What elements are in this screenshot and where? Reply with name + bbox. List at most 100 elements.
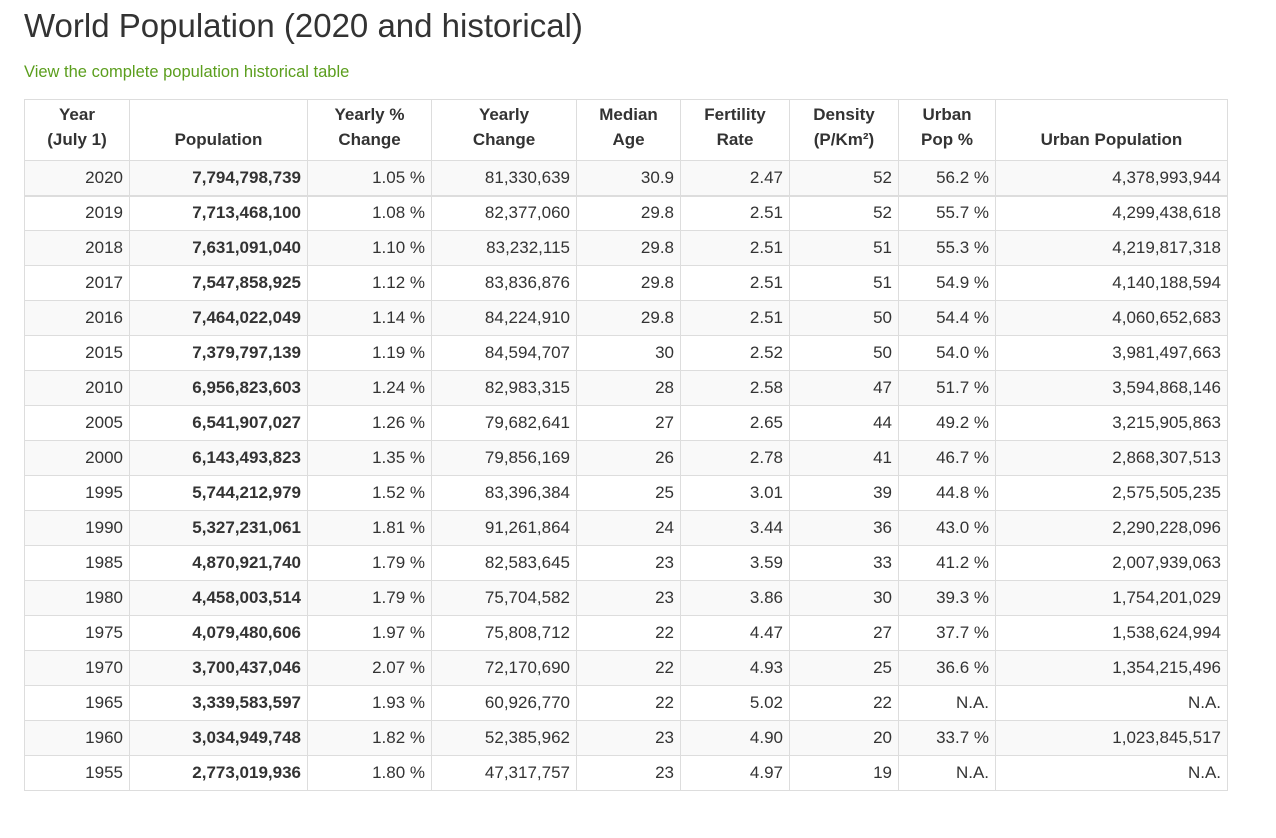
cell-population: 5,744,212,979: [129, 475, 308, 511]
table-row: 2010 6,956,823,603 1.24 % 82,983,315 28 2.58 4…: [24, 370, 1228, 406]
cell-population: 3,700,437,046: [129, 650, 308, 686]
column-header-year[interactable]: Year (July 1): [24, 99, 130, 161]
cell-yearly-pct-change: 1.97 %: [307, 615, 432, 651]
cell-population: 7,713,468,100: [129, 195, 308, 231]
cell-yearly-change: 83,232,115: [431, 230, 577, 266]
column-header-line2: Rate: [716, 130, 754, 149]
cell-urban-pop-pct: 54.9 %: [898, 265, 996, 301]
column-header-line1: Yearly %: [334, 105, 405, 124]
column-header-population[interactable]: Population: [129, 99, 308, 161]
cell-yearly-pct-change: 1.81 %: [307, 510, 432, 546]
column-header-line1: Year: [59, 105, 95, 124]
cell-population: 7,794,798,739: [129, 160, 308, 197]
cell-urban-population: N.A.: [995, 755, 1228, 791]
cell-density: 50: [789, 335, 899, 371]
cell-yearly-change: 82,377,060: [431, 195, 577, 231]
column-header-density[interactable]: Density (P/Km²): [789, 99, 899, 161]
cell-population: 6,143,493,823: [129, 440, 308, 476]
column-header-fertility-rate[interactable]: Fertility Rate: [680, 99, 790, 161]
cell-yearly-change: 79,856,169: [431, 440, 577, 476]
cell-year: 2017: [24, 265, 130, 301]
cell-population: 4,458,003,514: [129, 580, 308, 616]
cell-yearly-change: 72,170,690: [431, 650, 577, 686]
cell-year: 1975: [24, 615, 130, 651]
cell-year: 1960: [24, 720, 130, 756]
cell-urban-pop-pct: 54.4 %: [898, 300, 996, 336]
table-body: 2020 7,794,798,739 1.05 % 81,330,639 30.9 2.4…: [24, 160, 1228, 791]
cell-population: 4,079,480,606: [129, 615, 308, 651]
cell-yearly-pct-change: 1.24 %: [307, 370, 432, 406]
table-row: 1965 3,339,583,597 1.93 % 60,926,770 22 5.02 2…: [24, 685, 1228, 721]
cell-yearly-pct-change: 1.52 %: [307, 475, 432, 511]
cell-yearly-pct-change: 1.80 %: [307, 755, 432, 791]
column-header-line2: Population: [174, 130, 263, 149]
cell-yearly-change: 91,261,864: [431, 510, 577, 546]
cell-population: 7,631,091,040: [129, 230, 308, 266]
cell-population: 6,541,907,027: [129, 405, 308, 441]
cell-yearly-pct-change: 1.79 %: [307, 545, 432, 581]
cell-yearly-change: 79,682,641: [431, 405, 577, 441]
cell-density: 51: [789, 265, 899, 301]
cell-year: 2010: [24, 370, 130, 406]
table-row: 2000 6,143,493,823 1.35 % 79,856,169 26 2.78 4…: [24, 440, 1228, 476]
cell-fertility-rate: 3.44: [680, 510, 790, 546]
table-row: 2017 7,547,858,925 1.12 % 83,836,876 29.8 2.5…: [24, 265, 1228, 301]
cell-density: 47: [789, 370, 899, 406]
cell-urban-pop-pct: 55.7 %: [898, 195, 996, 231]
cell-fertility-rate: 4.97: [680, 755, 790, 791]
cell-urban-population: 1,754,201,029: [995, 580, 1228, 616]
cell-year: 2016: [24, 300, 130, 336]
table-header-row: Year (July 1) Population Yearly % Change Year…: [24, 99, 1228, 161]
cell-urban-population: 2,007,939,063: [995, 545, 1228, 581]
cell-yearly-change: 83,396,384: [431, 475, 577, 511]
cell-urban-pop-pct: N.A.: [898, 685, 996, 721]
cell-urban-pop-pct: 41.2 %: [898, 545, 996, 581]
cell-yearly-change: 47,317,757: [431, 755, 577, 791]
cell-yearly-pct-change: 2.07 %: [307, 650, 432, 686]
cell-yearly-change: 75,704,582: [431, 580, 577, 616]
historical-table-link[interactable]: View the complete population historical …: [24, 63, 350, 81]
cell-fertility-rate: 2.52: [680, 335, 790, 371]
table-row: 1960 3,034,949,748 1.82 % 52,385,962 23 4.90 2…: [24, 720, 1228, 756]
cell-median-age: 29.8: [576, 195, 681, 231]
cell-urban-pop-pct: 44.8 %: [898, 475, 996, 511]
column-header-urban-pop-pct[interactable]: Urban Pop %: [898, 99, 996, 161]
cell-median-age: 29.8: [576, 300, 681, 336]
cell-fertility-rate: 2.65: [680, 405, 790, 441]
cell-yearly-pct-change: 1.26 %: [307, 405, 432, 441]
cell-yearly-change: 82,983,315: [431, 370, 577, 406]
cell-median-age: 29.8: [576, 230, 681, 266]
cell-population: 2,773,019,936: [129, 755, 308, 791]
cell-density: 51: [789, 230, 899, 266]
cell-yearly-pct-change: 1.19 %: [307, 335, 432, 371]
column-header-yearly-change[interactable]: Yearly Change: [431, 99, 577, 161]
cell-yearly-change: 60,926,770: [431, 685, 577, 721]
table-row: 2005 6,541,907,027 1.26 % 79,682,641 27 2.65 4…: [24, 405, 1228, 441]
table-row: 1995 5,744,212,979 1.52 % 83,396,384 25 3.01 3…: [24, 475, 1228, 511]
column-header-line2: Age: [612, 130, 645, 149]
cell-population: 5,327,231,061: [129, 510, 308, 546]
column-header-median-age[interactable]: Median Age: [576, 99, 681, 161]
cell-urban-population: 1,023,845,517: [995, 720, 1228, 756]
column-header-yearly-pct-change[interactable]: Yearly % Change: [307, 99, 432, 161]
cell-density: 52: [789, 195, 899, 231]
cell-urban-pop-pct: N.A.: [898, 755, 996, 791]
table-row: 1990 5,327,231,061 1.81 % 91,261,864 24 3.44 3…: [24, 510, 1228, 546]
column-header-line2: Urban Population: [1040, 130, 1183, 149]
cell-density: 30: [789, 580, 899, 616]
cell-yearly-pct-change: 1.82 %: [307, 720, 432, 756]
table-row: 1985 4,870,921,740 1.79 % 82,583,645 23 3.59 3…: [24, 545, 1228, 581]
cell-yearly-change: 84,224,910: [431, 300, 577, 336]
column-header-line2: Pop %: [921, 130, 973, 149]
cell-year: 2018: [24, 230, 130, 266]
table-row: 1970 3,700,437,046 2.07 % 72,170,690 22 4.93 2…: [24, 650, 1228, 686]
column-header-urban-population[interactable]: Urban Population: [995, 99, 1228, 161]
cell-fertility-rate: 4.47: [680, 615, 790, 651]
cell-urban-population: 3,981,497,663: [995, 335, 1228, 371]
cell-population: 3,339,583,597: [129, 685, 308, 721]
cell-yearly-change: 84,594,707: [431, 335, 577, 371]
cell-density: 33: [789, 545, 899, 581]
cell-density: 27: [789, 615, 899, 651]
cell-year: 1985: [24, 545, 130, 581]
cell-fertility-rate: 2.51: [680, 195, 790, 231]
